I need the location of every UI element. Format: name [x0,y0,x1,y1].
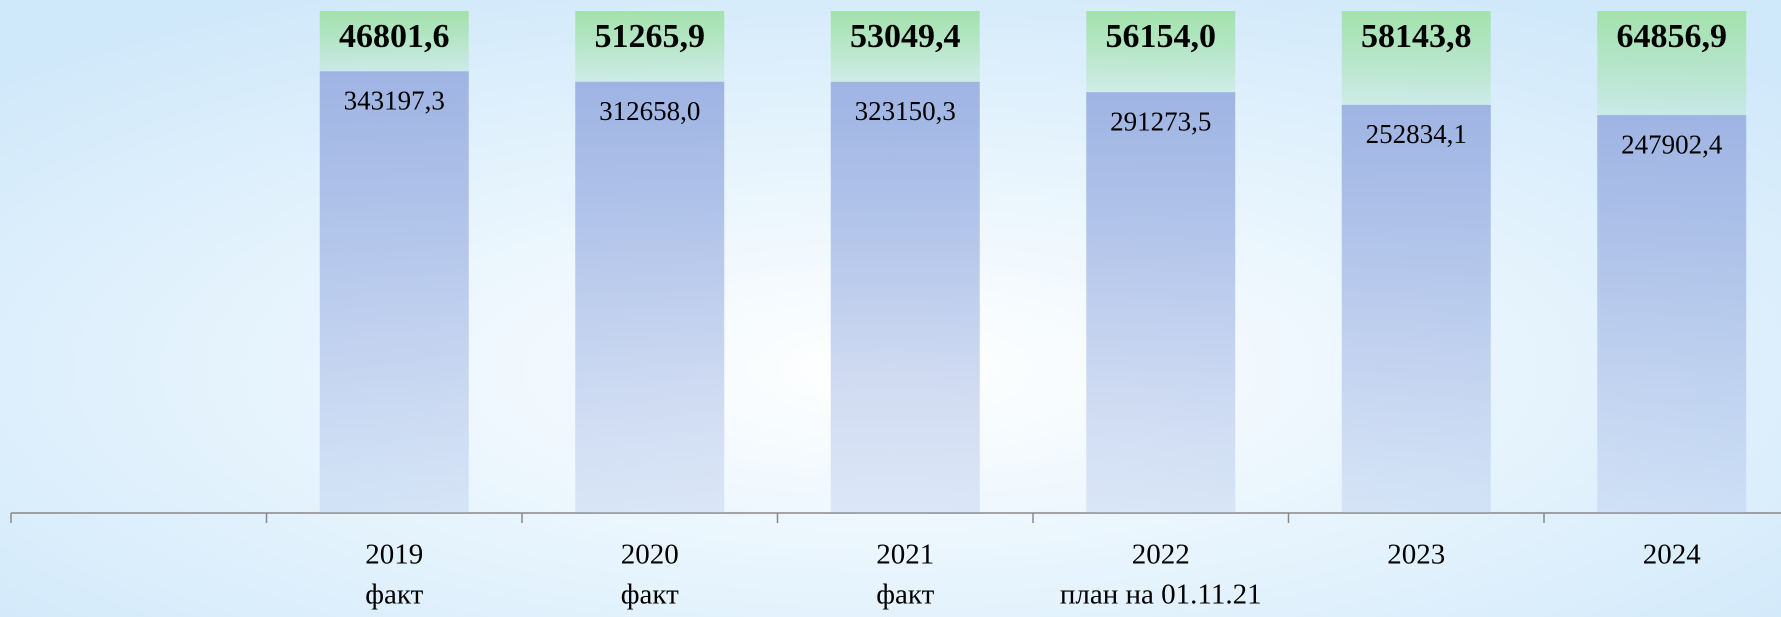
bar-segment [1086,11,1236,93]
x-tick-note: план на 01.11.21 [1060,579,1262,611]
x-tick-label: 2020 [621,539,679,571]
x-tick-label: 2021 [876,539,934,571]
data-label: 46801,6 [339,18,450,55]
data-label: 56154,0 [1106,18,1217,55]
x-tick-note: факт [876,579,934,611]
x-tick-note: факт [365,579,423,611]
x-tick-label: 2022 [1132,539,1190,571]
data-label: 343197,3 [344,85,445,115]
data-label: 312658,0 [599,96,700,126]
x-tick-label: 2023 [1387,539,1445,571]
data-label: 252834,1 [1366,119,1467,149]
bar-segment [319,71,469,514]
x-tick-label: 2019 [365,539,423,571]
bar-segment [575,11,725,82]
data-label: 247902,4 [1621,129,1723,159]
bar-segment [1341,11,1491,105]
data-label: 323150,3 [855,96,956,126]
bar-segment [1341,104,1491,513]
bar-segment [1086,92,1236,513]
x-tick-note: факт [621,579,679,611]
bar-segment [1597,115,1747,514]
data-label: 58143,8 [1361,18,1472,55]
bar-segment [319,11,469,72]
data-label: 291273,5 [1110,106,1211,136]
x-tick-label: 2024 [1643,539,1702,571]
data-label: 51265,9 [595,18,706,55]
data-label: 64856,9 [1617,18,1728,55]
bar-segment [575,81,725,513]
bar-segment [830,11,980,82]
data-label: 53049,4 [850,18,961,55]
bar-segment [1597,11,1747,116]
bar-segment [830,81,980,513]
